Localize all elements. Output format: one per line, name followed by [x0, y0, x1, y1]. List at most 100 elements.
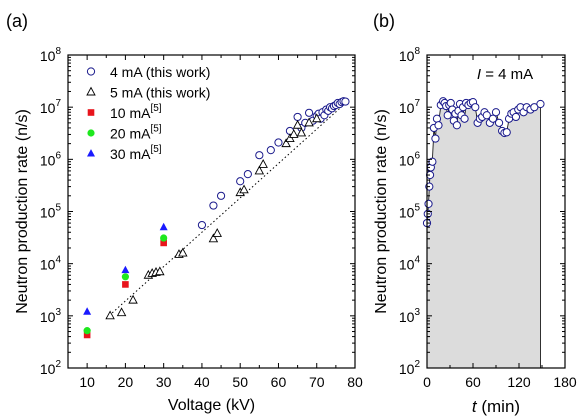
a-x-tick-label: 60: [271, 374, 287, 390]
panel-a-label: (a): [6, 11, 28, 31]
b-x-tick-label: 180: [553, 374, 577, 390]
a-data-point: [160, 234, 168, 242]
a-data-point: [304, 108, 314, 117]
panel-a-fit-line: [105, 104, 344, 319]
b-data-point: [460, 114, 469, 123]
annotation-italic: I: [477, 66, 481, 83]
panel-a-x-ticks: 10 20 30 40 50 60 70 80: [79, 55, 363, 390]
a-data-point: [274, 138, 283, 147]
y-tick-base: 10: [399, 48, 415, 64]
y-tick-base: 10: [40, 361, 56, 377]
b-x-tick-label: 60: [465, 374, 481, 390]
a-data-point: [281, 138, 291, 148]
panel-a-data-marks: [83, 97, 350, 339]
y-tick-base: 10: [399, 205, 415, 221]
y-tick-base: 10: [40, 309, 56, 325]
b-data-point: [443, 111, 452, 120]
a-data-point: [239, 184, 249, 194]
a-data-point: [292, 119, 303, 129]
b-data-point: [432, 114, 442, 123]
a-data-point: [255, 151, 264, 160]
a-data-point: [216, 191, 226, 200]
b-data-point: [536, 99, 545, 109]
y-tick-exponent: 4: [55, 255, 61, 266]
legend-label-1: 5 mA (this work): [110, 85, 210, 101]
panel-a-legend: 4 mA (this work) 5 mA (this work) 10 mA[5]…: [86, 64, 210, 162]
a-data-point: [178, 247, 188, 257]
legend-series-name: 5 mA (this work): [110, 85, 210, 101]
panel-b-x-ticks: 0 60 120 180: [423, 55, 577, 390]
a-data-point: [236, 177, 245, 186]
b-area-fill-path: [426, 100, 541, 369]
b-x-tick-label: 120: [507, 374, 531, 390]
y-tick-exponent: 5: [55, 203, 61, 214]
a-y-tick-label: 105: [40, 203, 62, 221]
b-data-point: [446, 98, 455, 108]
legend-series-name: 4 mA (this work): [110, 64, 210, 80]
a-data-point: [83, 327, 91, 335]
x-label-italic: t: [472, 397, 478, 416]
a-data-point: [105, 310, 115, 320]
b-data-point: [491, 108, 501, 117]
a-x-tick-label: 70: [309, 374, 325, 390]
a-x-tick-label: 20: [118, 374, 134, 390]
legend-series-name: 10 mA: [110, 105, 151, 121]
b-data-point: [471, 103, 480, 112]
y-tick-exponent: 8: [414, 46, 420, 57]
panel-b-current-annotation: I = 4 mA: [477, 66, 533, 83]
y-tick-exponent: 6: [55, 150, 61, 161]
y-tick-exponent: 7: [414, 98, 420, 109]
legend-label-3: 20 mA[5]: [110, 124, 162, 142]
a-x-tick-label: 40: [194, 374, 210, 390]
a-data-point: [289, 129, 299, 138]
y-tick-base: 10: [399, 257, 415, 273]
b-data-point: [494, 118, 504, 127]
legend-label-0: 4 mA (this work): [110, 64, 210, 80]
y-tick-base: 10: [40, 152, 56, 168]
y-tick-base: 10: [40, 100, 56, 116]
a-series-0: [197, 97, 350, 230]
a-data-point: [121, 273, 129, 281]
y-tick-base: 10: [40, 205, 56, 221]
b-data-point: [482, 111, 491, 120]
b-data-point: [452, 121, 461, 130]
a-y-tick-label: 102: [40, 359, 62, 377]
b-y-tick-label: 102: [399, 359, 421, 377]
a-data-point: [83, 331, 91, 339]
a-y-tick-label: 107: [40, 98, 62, 116]
b-data-point: [502, 128, 511, 137]
b-data-point: [434, 121, 443, 130]
y-tick-base: 10: [40, 48, 56, 64]
legend-label-4: 30 mA[5]: [110, 144, 162, 162]
a-data-point: [197, 220, 207, 230]
a-data-point: [311, 113, 322, 123]
y-tick-exponent: 8: [55, 46, 61, 57]
y-tick-exponent: 3: [55, 307, 61, 318]
legend-label-2: 10 mA[5]: [110, 103, 162, 121]
y-tick-exponent: 3: [414, 307, 420, 318]
legend-series-name: 30 mA: [110, 146, 151, 162]
a-data-point: [128, 294, 138, 304]
a-data-point: [159, 222, 168, 231]
y-tick-exponent: 7: [55, 98, 61, 109]
a-data-point: [208, 233, 219, 243]
a-series-4: [83, 222, 168, 315]
y-tick-exponent: 6: [414, 150, 420, 161]
a-y-tick-label: 106: [40, 150, 62, 168]
a-fit-line: [105, 104, 344, 319]
a-series-1: [105, 113, 322, 320]
a-data-point: [304, 117, 314, 127]
panel-a-plot-frame: [67, 54, 356, 369]
y-tick-exponent: 4: [414, 255, 420, 266]
a-x-tick-label: 30: [156, 374, 172, 390]
panel-a-y-axis-label: Neutron production rate (n/s): [14, 109, 31, 314]
y-tick-exponent: 5: [414, 203, 420, 214]
b-data-point: [511, 112, 521, 122]
y-tick-base: 10: [399, 361, 415, 377]
a-data-point: [341, 97, 350, 106]
panel-b-y-axis-label: Neutron production rate (n/s): [373, 109, 390, 314]
b-y-tick-label: 103: [399, 307, 421, 325]
